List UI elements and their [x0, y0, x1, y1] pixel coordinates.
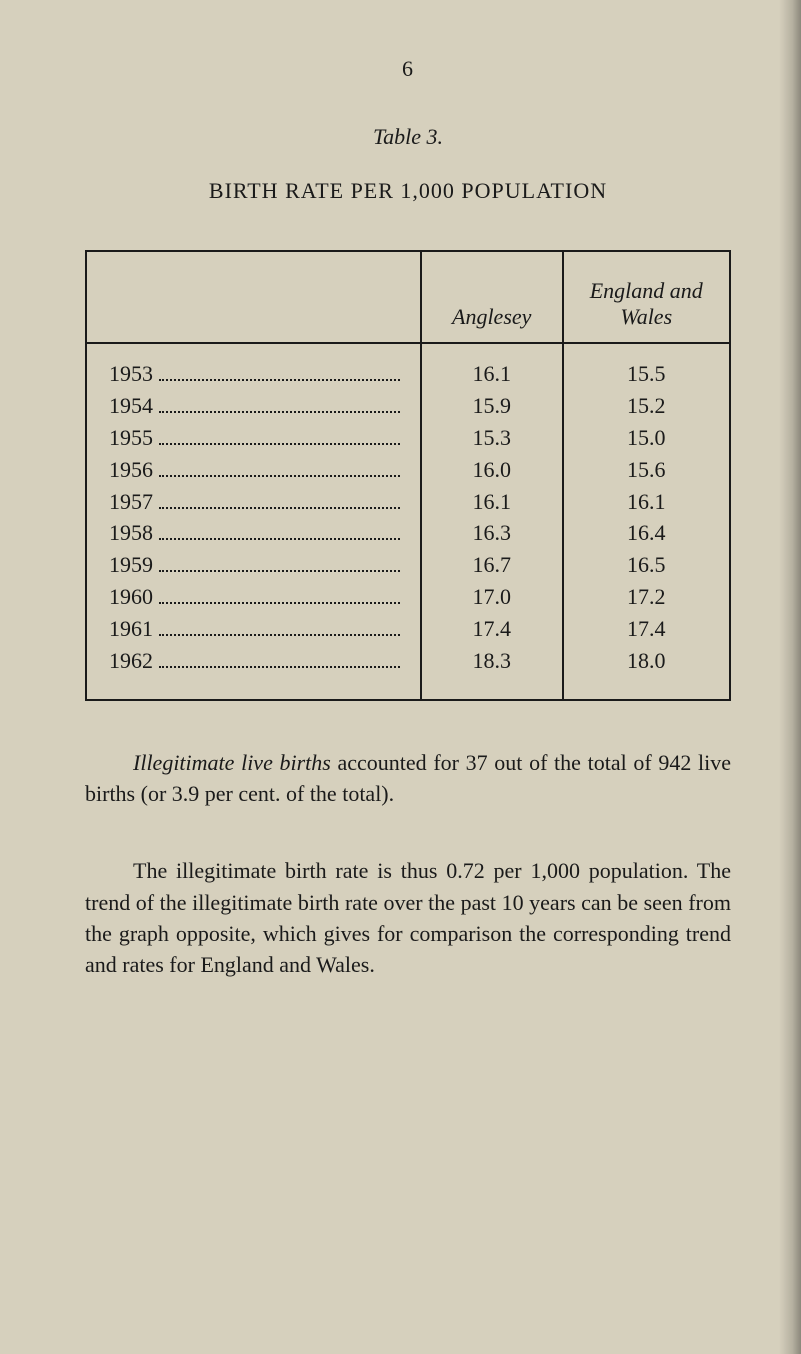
anglesey-value: 16.7 [436, 549, 548, 581]
england-wales-cell: 15.5 15.2 15.0 15.6 16.1 16.4 16.5 17.2 … [563, 343, 730, 700]
year-value: 1953 [109, 358, 153, 390]
page: 6 Table 3. BIRTH RATE PER 1,000 POPULATI… [0, 0, 801, 1354]
table-label: Table 3. [85, 124, 731, 150]
dot-leader [159, 650, 400, 669]
table-body-row: 1953 1954 1955 1956 1957 1958 1959 1960 … [86, 343, 730, 700]
year-value: 1958 [109, 517, 153, 549]
year-value: 1960 [109, 581, 153, 613]
england-wales-value: 17.2 [578, 581, 715, 613]
anglesey-value: 18.3 [436, 645, 548, 677]
anglesey-value: 17.0 [436, 581, 548, 613]
dot-leader [159, 458, 400, 477]
england-wales-value: 16.4 [578, 517, 715, 549]
year-value: 1962 [109, 645, 153, 677]
paragraph-1: Illegitimate live births accounted for 3… [85, 747, 731, 809]
dot-leader [159, 490, 400, 509]
england-wales-value: 17.4 [578, 613, 715, 645]
col-england-wales-header: England and Wales [563, 251, 730, 343]
anglesey-value: 16.1 [436, 358, 548, 390]
para2-text: The illegitimate birth rate is thus 0.72… [85, 858, 731, 977]
england-wales-value: 18.0 [578, 645, 715, 677]
anglesey-value: 16.1 [436, 486, 548, 518]
england-wales-value: 15.0 [578, 422, 715, 454]
para1-italic-lead: Illegitimate live births [133, 750, 331, 775]
page-shadow [779, 0, 801, 1354]
paragraph-2: The illegitimate birth rate is thus 0.72… [85, 855, 731, 980]
dot-leader [159, 426, 400, 445]
col-year-header [86, 251, 421, 343]
year-value: 1961 [109, 613, 153, 645]
anglesey-value: 17.4 [436, 613, 548, 645]
anglesey-value: 16.3 [436, 517, 548, 549]
england-wales-value: 16.1 [578, 486, 715, 518]
year-value: 1957 [109, 486, 153, 518]
birth-rate-table: Anglesey England and Wales 1953 1954 195… [85, 250, 731, 701]
dot-leader [159, 522, 400, 541]
page-number: 6 [85, 56, 731, 82]
dot-leader [159, 618, 400, 637]
england-wales-value: 15.5 [578, 358, 715, 390]
year-value: 1955 [109, 422, 153, 454]
england-wales-value: 15.6 [578, 454, 715, 486]
year-value: 1959 [109, 549, 153, 581]
anglesey-value: 15.9 [436, 390, 548, 422]
dot-leader [159, 394, 400, 413]
dot-leader [159, 363, 400, 382]
table-wrap: Anglesey England and Wales 1953 1954 195… [85, 250, 731, 701]
table-header-row: Anglesey England and Wales [86, 251, 730, 343]
year-value: 1954 [109, 390, 153, 422]
anglesey-cell: 16.1 15.9 15.3 16.0 16.1 16.3 16.7 17.0 … [421, 343, 563, 700]
anglesey-value: 16.0 [436, 454, 548, 486]
anglesey-value: 15.3 [436, 422, 548, 454]
year-value: 1956 [109, 454, 153, 486]
dot-leader [159, 554, 400, 573]
england-wales-value: 16.5 [578, 549, 715, 581]
england-wales-value: 15.2 [578, 390, 715, 422]
table-title: BIRTH RATE PER 1,000 POPULATION [85, 178, 731, 204]
col-anglesey-header: Anglesey [421, 251, 563, 343]
year-cell: 1953 1954 1955 1956 1957 1958 1959 1960 … [86, 343, 421, 700]
dot-leader [159, 586, 400, 605]
